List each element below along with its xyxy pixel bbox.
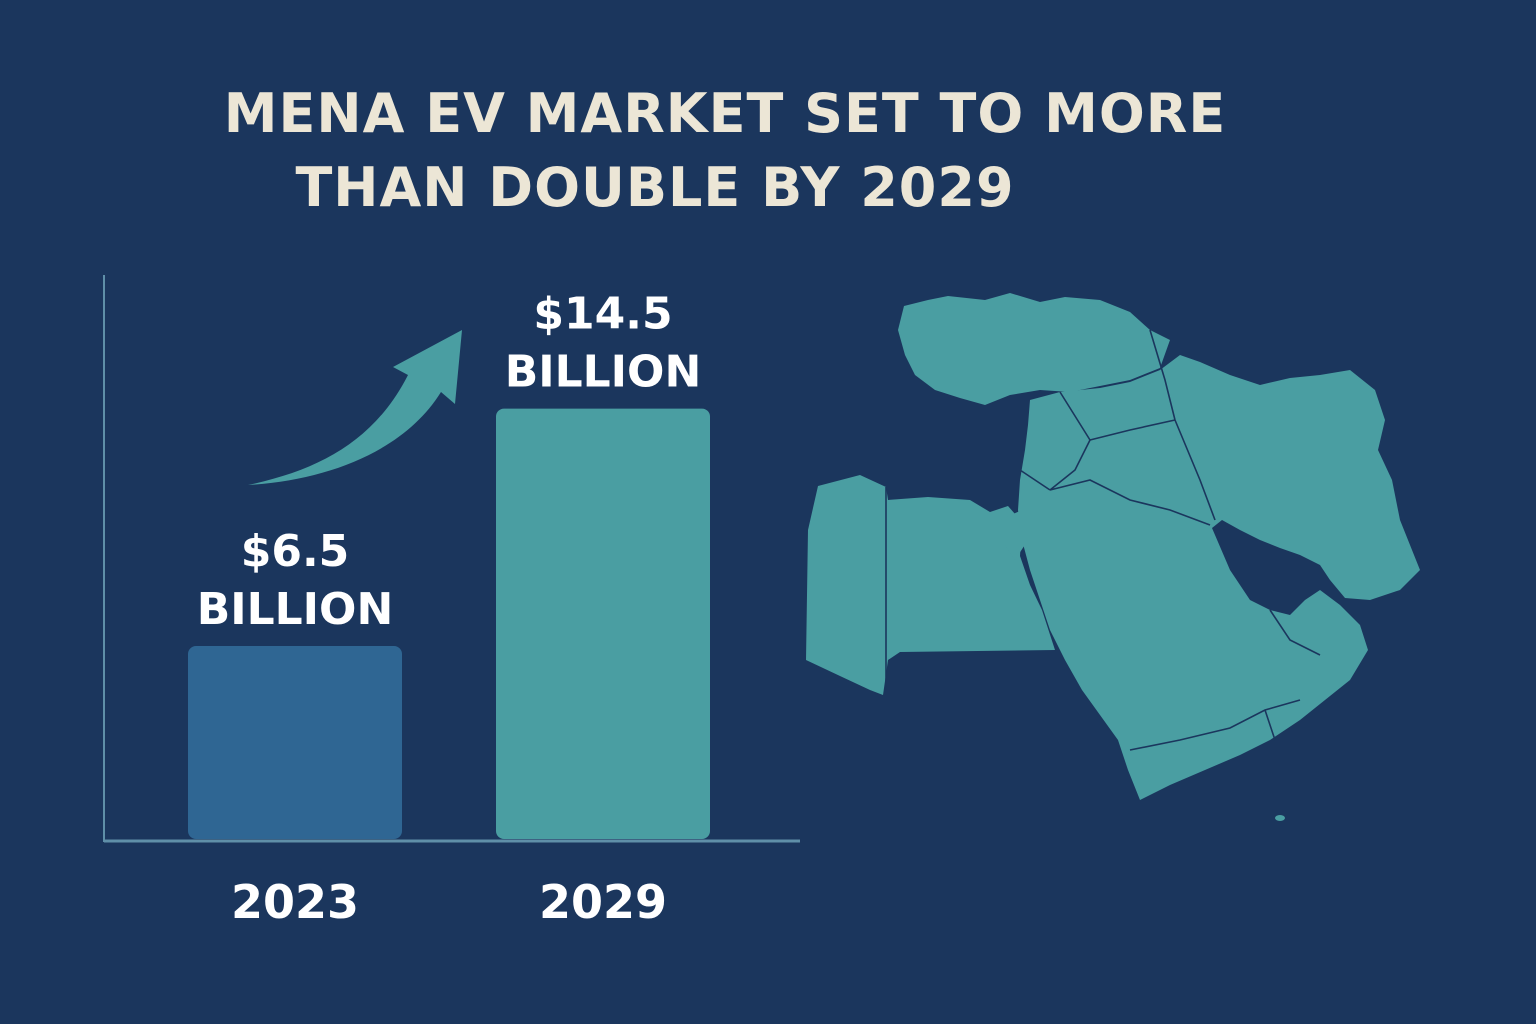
title-line-2: THAN DOUBLE BY 2029: [295, 156, 1015, 219]
data-label-amount-2029: $14.5: [533, 289, 672, 340]
title-line-1: MENA EV MARKET SET TO MORE: [223, 82, 1227, 145]
map-borders: [885, 329, 1321, 751]
mena-map-icon: [806, 293, 1420, 821]
x-tick-label-2023: 2023: [231, 875, 359, 929]
data-label-unit-2029: BILLION: [505, 347, 702, 398]
x-tick-label-2029: 2029: [539, 875, 667, 929]
data-label-amount-2023: $6.5: [241, 526, 350, 577]
bar-2023: [188, 646, 402, 839]
trend-arrow-icon: [248, 330, 462, 485]
data-label-unit-2023: BILLION: [197, 584, 394, 635]
bar-2029: [496, 408, 710, 839]
